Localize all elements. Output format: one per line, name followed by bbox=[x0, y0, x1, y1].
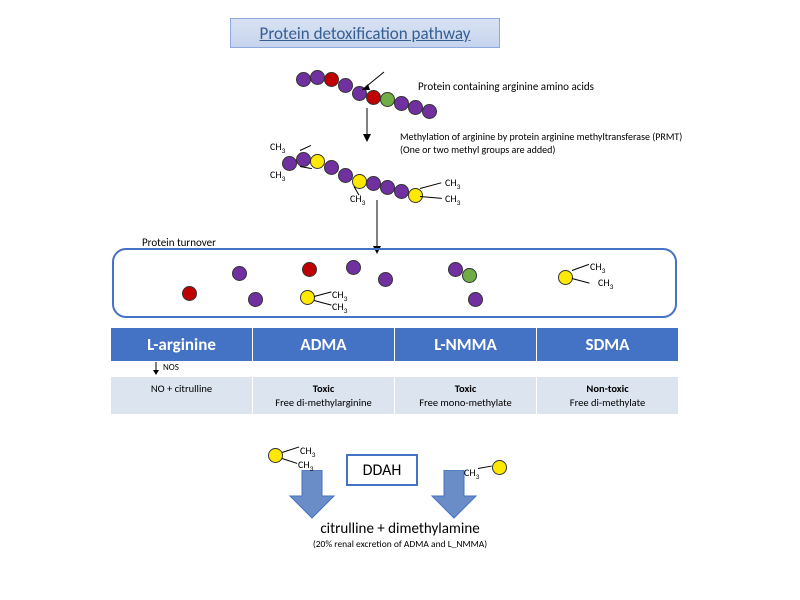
bond-line bbox=[420, 182, 442, 189]
ch3-label: CH3 bbox=[590, 260, 605, 276]
result-main: citrulline + dimethylamine bbox=[240, 520, 560, 538]
amino-acid-circle bbox=[394, 96, 409, 111]
amino-acid-circle bbox=[182, 286, 197, 301]
amino-acid-circle bbox=[296, 72, 311, 87]
table-header-cell: SDMA bbox=[537, 328, 678, 361]
amino-acid-circle bbox=[468, 292, 483, 307]
table-header-cell: ADMA bbox=[253, 328, 395, 361]
amino-acid-circle bbox=[296, 152, 311, 167]
nos-label: NOS bbox=[163, 362, 179, 373]
amino-acid-circle bbox=[462, 268, 477, 283]
amino-acid-circle bbox=[248, 292, 263, 307]
arrow-down-1 bbox=[360, 108, 374, 144]
amino-acid-circle bbox=[378, 272, 393, 287]
bond-line bbox=[420, 196, 442, 199]
amino-acid-circle bbox=[558, 270, 573, 285]
amino-acid-circle bbox=[422, 104, 437, 119]
ch3-label: CH3 bbox=[332, 300, 347, 316]
bond-line bbox=[300, 166, 312, 169]
ch3-label: CH3 bbox=[445, 192, 460, 208]
turnover-box bbox=[112, 248, 677, 318]
table-cell: ToxicFree mono-methylate bbox=[395, 377, 537, 414]
title-box: Protein detoxification pathway bbox=[230, 18, 500, 48]
bond-line bbox=[478, 466, 492, 469]
table-cell: Non-toxicFree di-methylate bbox=[537, 377, 678, 414]
amino-acid-circle bbox=[338, 168, 353, 183]
table-header-cell: L-arginine bbox=[111, 328, 253, 361]
amino-acid-circle bbox=[324, 72, 339, 87]
amino-acid-circle bbox=[310, 70, 325, 85]
amino-acid-circle bbox=[310, 154, 325, 169]
amino-acid-circle bbox=[366, 176, 381, 191]
result-sub: (20% renal excretion of ADMA and L_NMMA) bbox=[240, 538, 560, 550]
amino-acid-circle bbox=[302, 262, 317, 277]
amino-acid-circle bbox=[492, 460, 507, 475]
protein-arginine-label: Protein containing arginine amino acids bbox=[418, 80, 594, 93]
ch3-label: CH3 bbox=[598, 276, 613, 292]
arrow-to-protein bbox=[358, 70, 388, 96]
amino-acid-circle bbox=[232, 266, 247, 281]
ddah-label: DDAH bbox=[363, 461, 402, 480]
compound-table: L-arginineADMAL-NMMASDMA NOS NO + citrul… bbox=[111, 328, 678, 414]
amino-acid-circle bbox=[338, 78, 353, 93]
ch3-label: CH3 bbox=[270, 140, 285, 156]
page-title: Protein detoxification pathway bbox=[260, 23, 471, 44]
amino-acid-circle bbox=[408, 100, 423, 115]
bond-line bbox=[300, 145, 311, 151]
result-block: citrulline + dimethylamine (20% renal ex… bbox=[240, 520, 560, 550]
table-cell: ToxicFree di-methylarginine bbox=[253, 377, 395, 414]
big-arrow-left bbox=[288, 470, 336, 520]
table-cell: NO + citrulline bbox=[111, 377, 253, 414]
amino-acid-circle bbox=[448, 262, 463, 277]
amino-acid-circle bbox=[380, 180, 395, 195]
methylation-label-2: (One or two methyl groups are added) bbox=[400, 143, 555, 156]
amino-acid-circle bbox=[324, 160, 339, 175]
ch3-label: CH3 bbox=[298, 458, 313, 474]
ddah-box: DDAH bbox=[346, 454, 418, 486]
methylation-label-1: Methylation of arginine by protein argin… bbox=[400, 130, 682, 143]
ch3-label: CH3 bbox=[270, 168, 285, 184]
nos-arrow bbox=[151, 362, 161, 376]
amino-acid-circle bbox=[268, 448, 283, 463]
amino-acid-circle bbox=[346, 260, 361, 275]
amino-acid-circle bbox=[300, 290, 315, 305]
bond-line bbox=[282, 458, 298, 464]
amino-acid-circle bbox=[394, 184, 409, 199]
bond-line bbox=[282, 446, 299, 453]
ch3-label: CH3 bbox=[445, 176, 460, 192]
table-header-cell: L-NMMA bbox=[395, 328, 537, 361]
